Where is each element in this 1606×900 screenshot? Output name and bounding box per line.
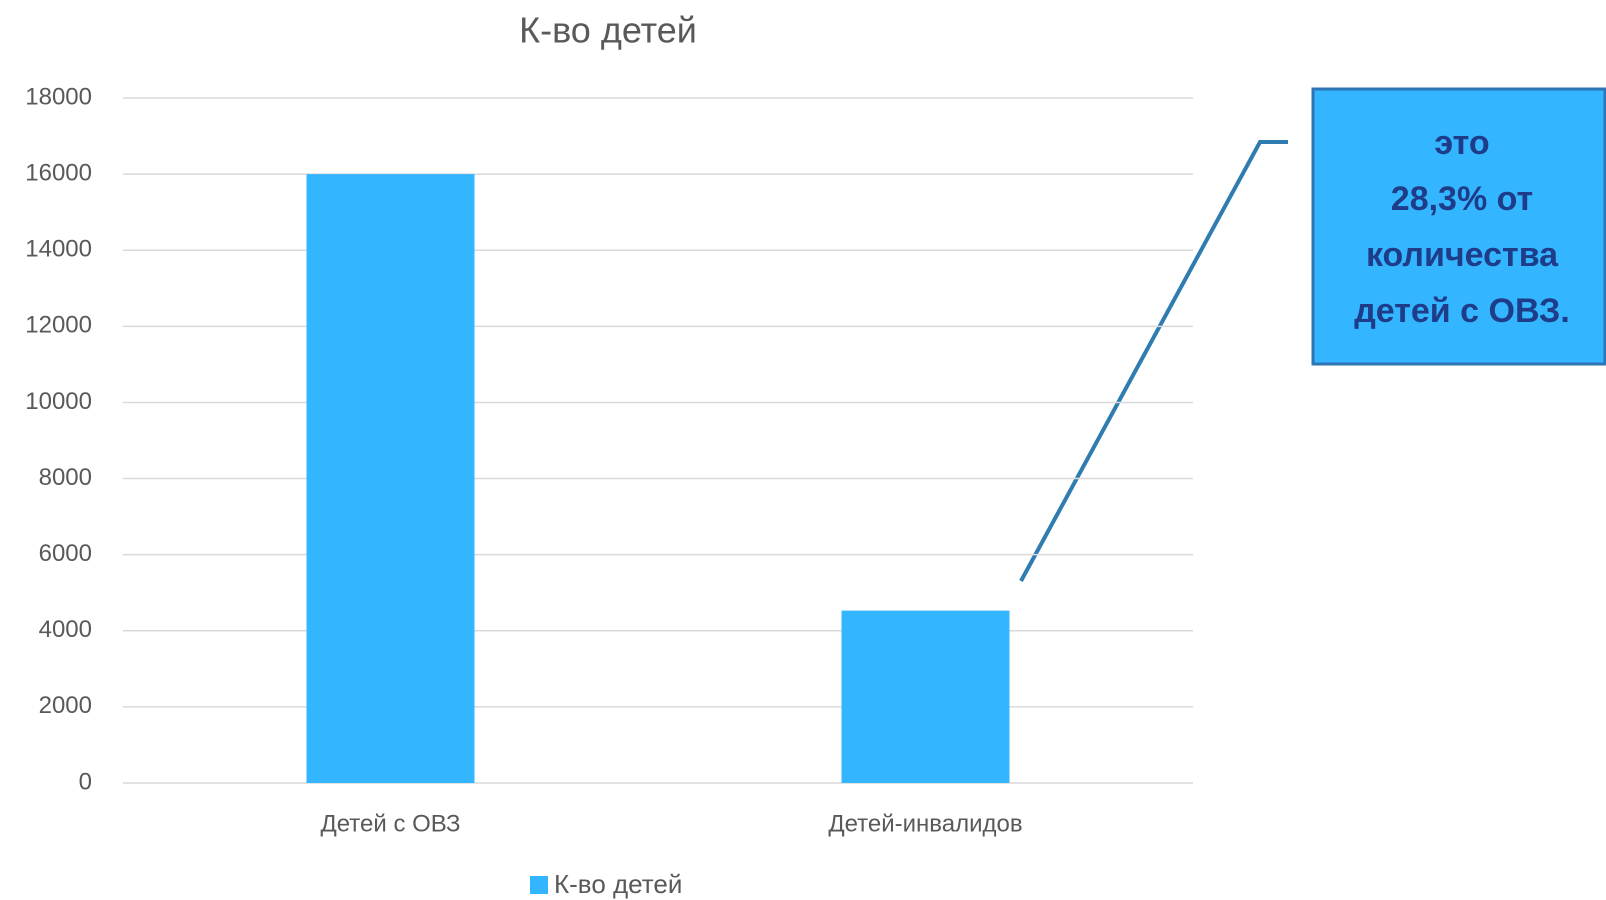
y-tick-label: 16000 (25, 159, 92, 186)
y-tick-label: 6000 (39, 540, 92, 567)
legend-swatch (530, 876, 548, 894)
y-tick-label: 12000 (25, 312, 92, 339)
legend-label: К-во детей (554, 869, 682, 899)
callout-box (1311, 87, 1606, 366)
x-tick-label: Детей с ОВЗ (321, 810, 461, 837)
y-tick-label: 8000 (39, 464, 92, 491)
y-tick-label: 10000 (25, 388, 92, 415)
y-tick-label: 4000 (39, 616, 92, 643)
y-tick-label: 18000 (25, 83, 92, 110)
bar (306, 174, 475, 784)
callout-text: 28,3% от (1391, 180, 1533, 218)
callout-text: детей с ОВЗ. (1354, 292, 1570, 330)
callout-text: количества (1366, 236, 1559, 274)
callout-leader (1019, 140, 1288, 582)
chart-title: К-во детей (519, 10, 697, 51)
y-tick-label: 0 (79, 768, 92, 795)
y-tick-label: 14000 (25, 236, 92, 263)
callout-text: это (1434, 124, 1489, 162)
x-tick-label: Детей-инвалидов (828, 810, 1022, 837)
y-tick-label: 2000 (39, 692, 92, 719)
bar (841, 610, 1010, 783)
